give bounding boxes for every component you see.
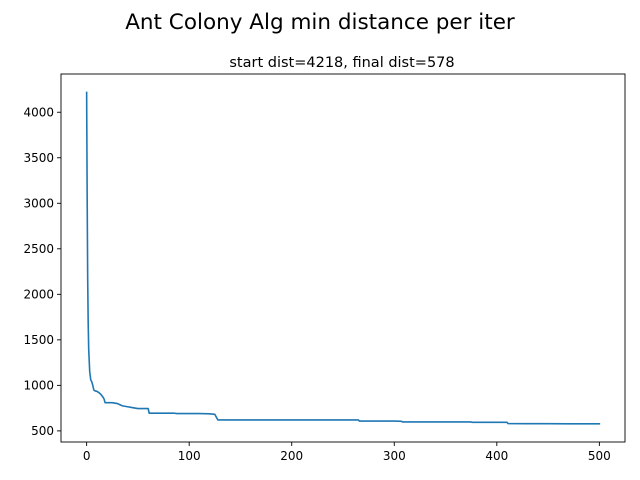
- chart-suptitle: Ant Colony Alg min distance per iter: [125, 10, 515, 35]
- chart-title: start dist=4218, final dist=578: [229, 55, 454, 71]
- x-tick-label: 500: [588, 449, 611, 463]
- y-tick-label: 3000: [23, 197, 54, 211]
- series-line-0: [85, 91, 601, 425]
- x-tick-label: 400: [485, 449, 508, 463]
- x-tick-label: 300: [383, 449, 406, 463]
- x-tick-label: 0: [83, 449, 91, 463]
- y-tick-label: 3500: [23, 151, 54, 165]
- y-tick-label: 2500: [23, 242, 54, 256]
- y-tick-label: 500: [31, 424, 54, 438]
- y-tick-label: 2000: [23, 288, 54, 302]
- x-tick-label: 100: [178, 449, 201, 463]
- y-tick-label: 1500: [23, 333, 54, 347]
- x-tick-label: 200: [280, 449, 303, 463]
- y-tick-label: 1000: [23, 379, 54, 393]
- plot-frame: [60, 73, 626, 443]
- plot-area: 0 100 200 300 400 500 500 1000 1500 2000 2500 3000 3…: [23, 73, 626, 463]
- y-tick-label: 4000: [23, 106, 54, 120]
